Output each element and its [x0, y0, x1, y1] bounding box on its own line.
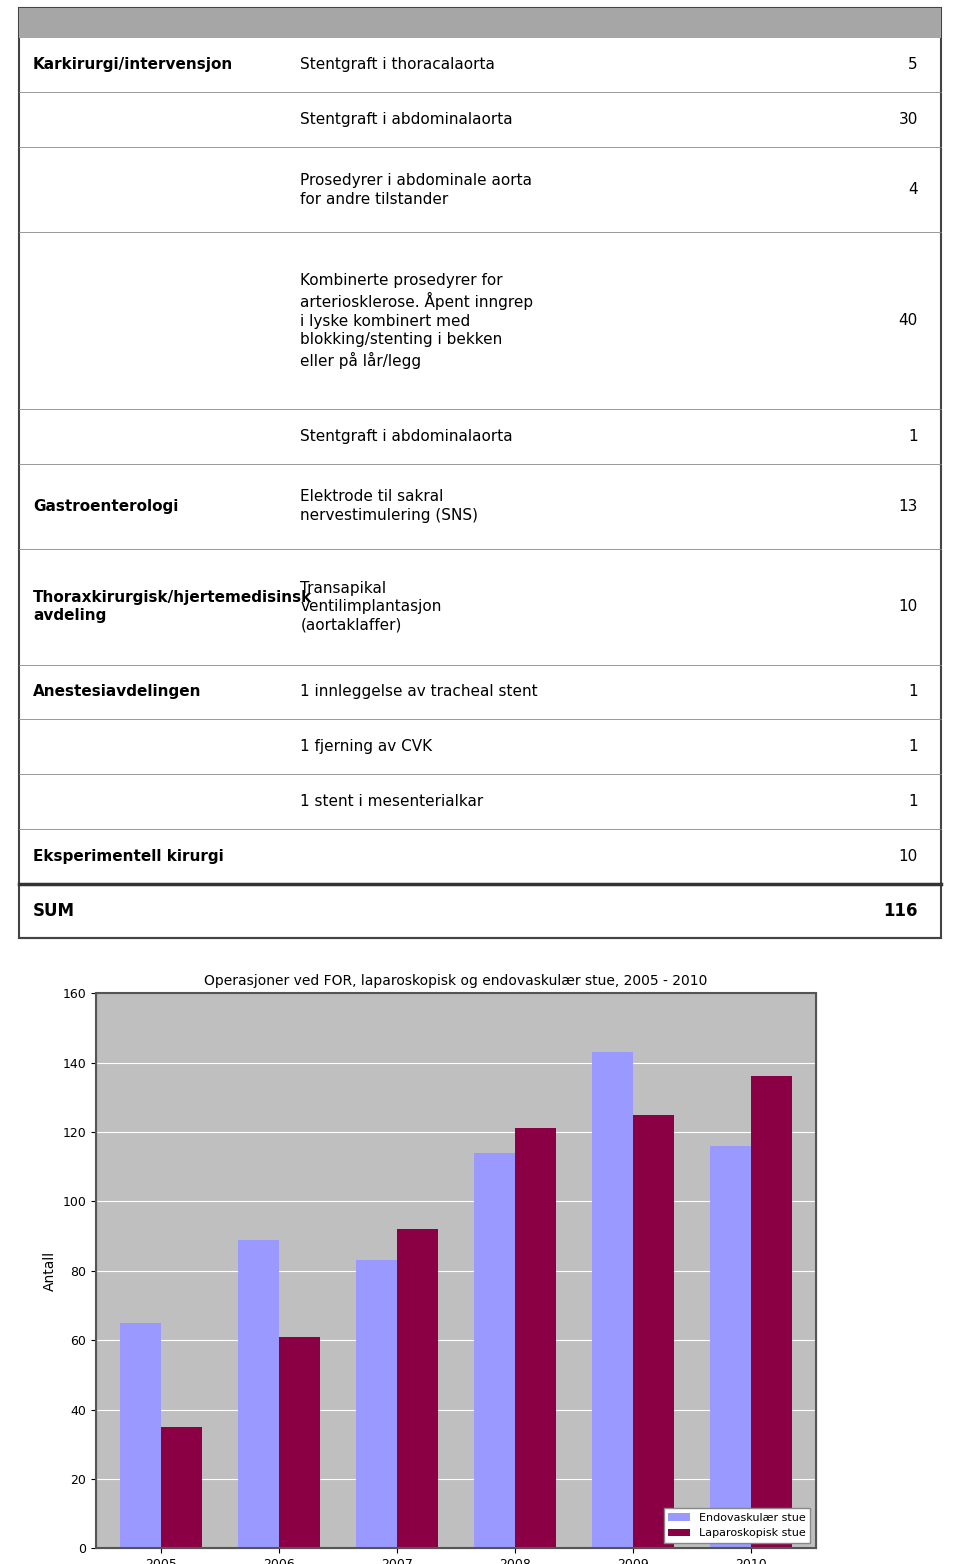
Text: 1: 1: [908, 740, 918, 754]
Text: Stentgraft i abdominalaorta: Stentgraft i abdominalaorta: [300, 113, 513, 127]
Text: 30: 30: [899, 113, 918, 127]
Bar: [397, 1229, 439, 1548]
Text: Thoraxkirurgisk/hjertemedisinsk
avdeling: Thoraxkirurgisk/hjertemedisinsk avdeling: [33, 590, 312, 624]
Bar: [238, 1240, 279, 1548]
Legend: Endovaskulær stue, Laparoskopisk stue: Endovaskulær stue, Laparoskopisk stue: [663, 1508, 810, 1542]
Text: 10: 10: [899, 849, 918, 863]
Text: 13: 13: [899, 499, 918, 513]
Text: 1 innleggelse av tracheal stent: 1 innleggelse av tracheal stent: [300, 685, 538, 699]
Text: 1 stent i mesenterialkar: 1 stent i mesenterialkar: [300, 795, 484, 809]
Text: 5: 5: [908, 58, 918, 72]
Text: Prosedyrer i abdominale aorta
for andre tilstander: Prosedyrer i abdominale aorta for andre …: [300, 174, 532, 206]
Bar: [279, 1337, 321, 1548]
Text: Stentgraft i abdominalaorta: Stentgraft i abdominalaorta: [300, 429, 513, 444]
Bar: [751, 1076, 792, 1548]
Text: 1: 1: [908, 685, 918, 699]
Bar: [473, 1153, 515, 1548]
Bar: [591, 1053, 633, 1548]
Text: Karkirurgi/intervensjon: Karkirurgi/intervensjon: [33, 58, 233, 72]
Y-axis label: Antall: Antall: [43, 1251, 57, 1290]
Text: Eksperimentell kirurgi: Eksperimentell kirurgi: [33, 849, 224, 863]
Text: Stentgraft i thoracalaorta: Stentgraft i thoracalaorta: [300, 58, 495, 72]
Text: Anestesiavdelingen: Anestesiavdelingen: [33, 685, 202, 699]
Text: Kombinerte prosedyrer for
arteriosklerose. Åpent inngrep
i lyske kombinert med
b: Kombinerte prosedyrer for arterioskleros…: [300, 272, 534, 369]
Bar: [19, 8, 941, 38]
Bar: [709, 1146, 751, 1548]
Bar: [161, 1426, 203, 1548]
Bar: [515, 1129, 557, 1548]
Text: 1 fjerning av CVK: 1 fjerning av CVK: [300, 740, 432, 754]
Bar: [96, 993, 816, 1548]
Text: Transapikal
ventilimplantasjon
(aortaklaffer): Transapikal ventilimplantasjon (aortakla…: [300, 580, 442, 633]
Bar: [120, 1323, 161, 1548]
Text: 116: 116: [883, 902, 918, 920]
Bar: [633, 1115, 674, 1548]
Text: Gastroenterologi: Gastroenterologi: [33, 499, 179, 513]
Text: 40: 40: [899, 313, 918, 328]
Text: 1: 1: [908, 795, 918, 809]
Text: 10: 10: [899, 599, 918, 615]
Title: Operasjoner ved FOR, laparoskopisk og endovaskulær stue, 2005 - 2010: Operasjoner ved FOR, laparoskopisk og en…: [204, 974, 708, 988]
Text: Elektrode til sakral
nervestimulering (SNS): Elektrode til sakral nervestimulering (S…: [300, 490, 478, 522]
Text: 4: 4: [908, 183, 918, 197]
Text: 1: 1: [908, 429, 918, 444]
Text: SUM: SUM: [33, 902, 75, 920]
Bar: [355, 1261, 397, 1548]
